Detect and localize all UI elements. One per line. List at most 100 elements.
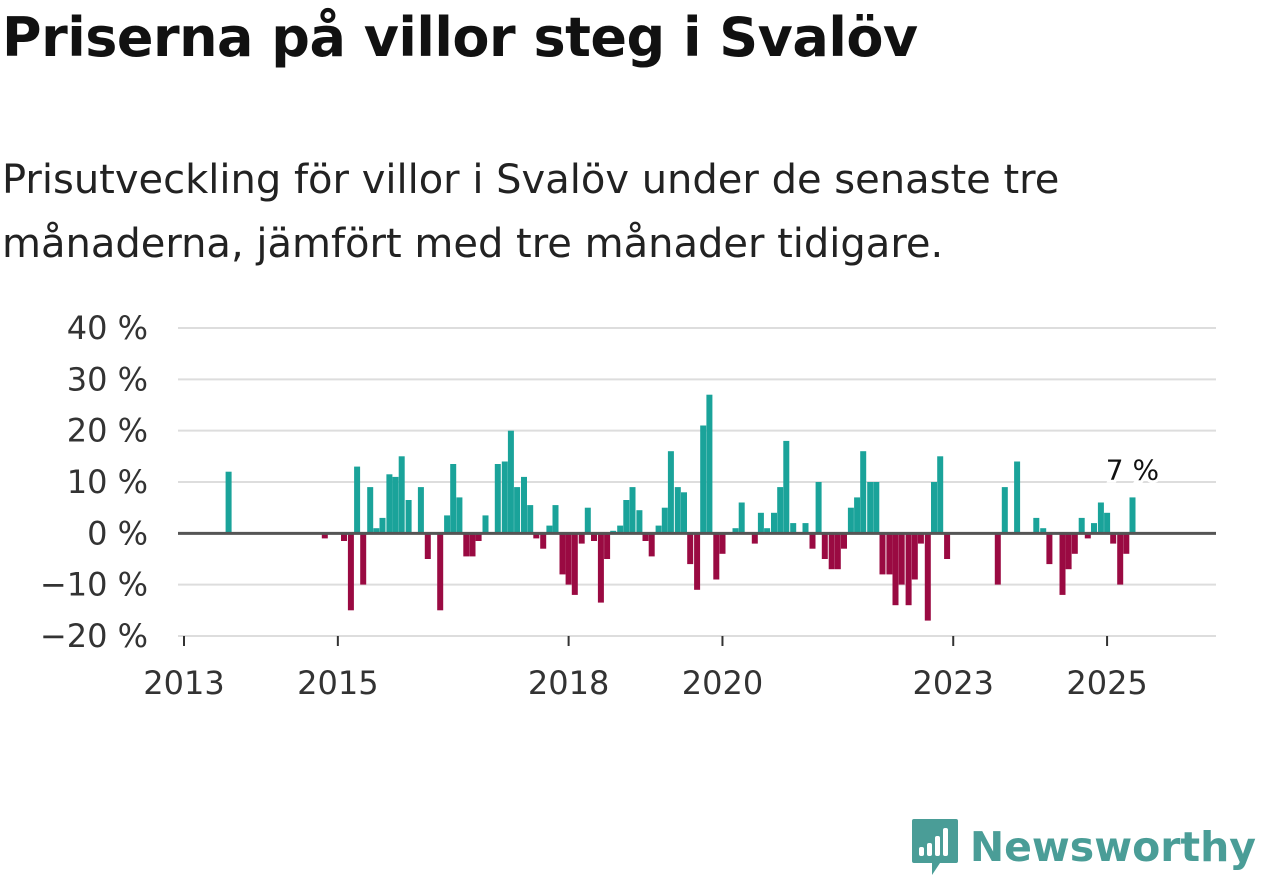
bar bbox=[424, 533, 431, 559]
bar bbox=[681, 492, 687, 534]
bar bbox=[783, 440, 790, 534]
bar bbox=[1117, 533, 1124, 585]
bar bbox=[405, 500, 412, 534]
bar bbox=[1033, 517, 1040, 534]
bar bbox=[373, 528, 380, 534]
bar bbox=[482, 515, 489, 534]
y-tick-label: 0 % bbox=[87, 514, 148, 552]
bar bbox=[1001, 487, 1008, 534]
bar bbox=[828, 533, 835, 570]
bar bbox=[764, 528, 771, 534]
brand-logo: Newsworthy bbox=[910, 817, 1256, 877]
last-value-label: 7 % bbox=[1106, 453, 1159, 486]
bar bbox=[386, 474, 393, 534]
bar-series bbox=[178, 394, 1216, 621]
bar bbox=[392, 476, 399, 534]
bar bbox=[1014, 461, 1021, 534]
bar bbox=[1123, 533, 1130, 554]
bar bbox=[719, 533, 726, 554]
y-tick-label: −20 % bbox=[40, 617, 148, 655]
bar bbox=[1104, 512, 1111, 534]
bar bbox=[886, 533, 893, 575]
bar bbox=[552, 505, 559, 534]
y-axis-labels: −20 % −10 % 0 % 10 % 20 % 30 % 40 % bbox=[40, 309, 148, 655]
bar bbox=[604, 533, 611, 559]
bar bbox=[713, 533, 720, 580]
bar bbox=[738, 502, 745, 534]
bar bbox=[225, 471, 232, 534]
bar bbox=[1059, 533, 1066, 595]
bar bbox=[771, 512, 777, 534]
bar bbox=[931, 482, 937, 534]
bar bbox=[917, 533, 924, 544]
bar bbox=[521, 476, 527, 534]
bar bbox=[732, 528, 739, 534]
bar bbox=[892, 533, 899, 606]
bar bbox=[565, 533, 572, 585]
bar bbox=[860, 451, 867, 534]
bar bbox=[854, 497, 861, 534]
bar bbox=[821, 533, 828, 559]
x-tick-label: 2023 bbox=[913, 664, 994, 702]
bar bbox=[1065, 533, 1072, 570]
bar bbox=[1040, 528, 1047, 534]
bar bbox=[444, 515, 451, 534]
bar bbox=[584, 507, 591, 534]
bar bbox=[700, 425, 707, 534]
x-tick-label: 2018 bbox=[528, 664, 609, 702]
bar bbox=[533, 533, 540, 539]
bar bbox=[540, 533, 547, 549]
bar bbox=[867, 482, 874, 534]
bar bbox=[809, 533, 816, 549]
bar bbox=[469, 533, 476, 557]
bar bbox=[617, 525, 624, 534]
bar bbox=[559, 533, 566, 575]
bar bbox=[1071, 533, 1078, 554]
y-tick-label: −10 % bbox=[40, 566, 148, 604]
x-tick-label: 2013 bbox=[143, 664, 224, 702]
bar bbox=[463, 533, 470, 557]
bar bbox=[937, 456, 944, 534]
bar bbox=[847, 507, 854, 534]
bar bbox=[694, 533, 701, 590]
bar bbox=[629, 487, 636, 534]
bar bbox=[751, 533, 758, 544]
bar bbox=[757, 512, 764, 534]
bar bbox=[494, 464, 501, 534]
bar bbox=[655, 525, 662, 534]
bar bbox=[815, 482, 822, 534]
y-tick-label: 40 % bbox=[67, 309, 148, 347]
bar bbox=[1046, 533, 1053, 565]
bar bbox=[636, 510, 643, 534]
bar bbox=[1091, 523, 1097, 534]
bar-chart: −20 %−10 %0 %10 %20 %30 %40 % 2013 2015 20… bbox=[40, 309, 1216, 702]
x-tick-label: 2015 bbox=[297, 664, 378, 702]
bar bbox=[354, 466, 361, 534]
bar bbox=[661, 507, 668, 534]
bar bbox=[879, 533, 886, 575]
bar bbox=[648, 533, 655, 557]
x-tick-label: 2025 bbox=[1066, 664, 1147, 702]
bar bbox=[341, 533, 347, 541]
bar bbox=[527, 505, 534, 534]
bar bbox=[777, 487, 784, 534]
bar bbox=[379, 517, 386, 534]
bar bbox=[642, 533, 649, 541]
bar bbox=[898, 533, 905, 585]
y-tick-label: 30 % bbox=[67, 360, 148, 398]
bar bbox=[674, 487, 681, 534]
bar bbox=[1078, 517, 1085, 534]
bar bbox=[667, 451, 674, 534]
bar bbox=[571, 533, 578, 595]
brand-name: Newsworthy bbox=[969, 823, 1256, 871]
bar bbox=[834, 533, 841, 570]
bar bbox=[1129, 497, 1136, 534]
bar bbox=[1110, 533, 1117, 544]
bar bbox=[944, 533, 951, 559]
bar bbox=[367, 487, 374, 534]
x-tick-label: 2020 bbox=[682, 664, 763, 702]
bar bbox=[507, 430, 514, 534]
y-tick-label: 10 % bbox=[67, 463, 148, 501]
bar bbox=[623, 500, 630, 534]
bar bbox=[1097, 502, 1104, 534]
